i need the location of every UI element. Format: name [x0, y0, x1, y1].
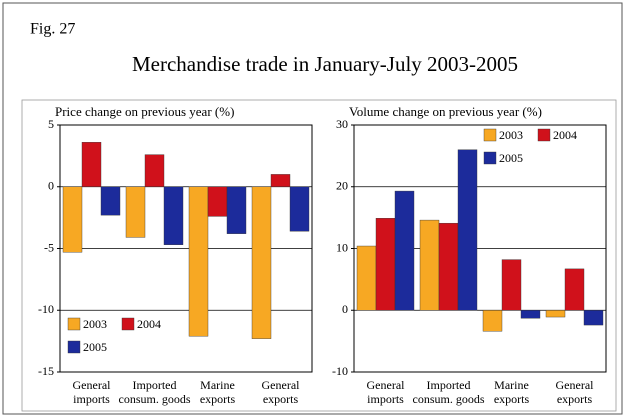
legend-swatch	[67, 317, 81, 331]
bar	[207, 186, 228, 217]
bar	[100, 186, 121, 216]
x-tick-label: consum. goods	[119, 392, 191, 406]
bar	[188, 186, 209, 337]
y-tick-label: 5	[48, 117, 54, 131]
bar	[520, 310, 541, 319]
figure-label: Fig. 27	[30, 21, 75, 38]
bar	[583, 310, 604, 326]
legend-label: 2005	[499, 151, 523, 165]
x-tick-label: exports	[200, 392, 236, 406]
legend-swatch	[121, 317, 135, 331]
x-tick-label: exports	[494, 392, 530, 406]
legend-swatch	[537, 128, 551, 142]
bar	[270, 174, 291, 187]
bar	[144, 154, 165, 187]
legend-label: 2003	[83, 317, 107, 331]
y-tick-label: 30	[336, 117, 348, 131]
bar	[375, 218, 396, 311]
y-tick-label: 0	[48, 179, 54, 193]
x-tick-label: Marine	[200, 378, 235, 392]
x-tick-label: Marine	[494, 378, 529, 392]
x-tick-label: General	[556, 378, 595, 392]
y-tick-label: 10	[336, 240, 348, 254]
legend-label: 2004	[137, 317, 161, 331]
bar	[62, 186, 83, 253]
y-axis-label: Price change on previous year (%)	[55, 104, 234, 119]
panel	[21, 99, 617, 412]
legend-swatch	[483, 151, 497, 165]
x-tick-label: imports	[73, 392, 110, 406]
x-tick-label: General	[262, 378, 301, 392]
y-tick-label: 20	[336, 179, 348, 193]
bar	[482, 310, 503, 332]
x-tick-label: consum. goods	[413, 392, 485, 406]
bar	[251, 186, 272, 339]
legend-swatch	[67, 340, 81, 354]
legend-label: 2005	[83, 340, 107, 354]
x-tick-label: General	[367, 378, 406, 392]
x-tick-label: exports	[263, 392, 299, 406]
x-tick-label: Imported	[427, 378, 471, 392]
x-tick-label: exports	[557, 392, 593, 406]
x-tick-label: imports	[367, 392, 404, 406]
x-tick-label: General	[73, 378, 112, 392]
y-axis-label: Volume change on previous year (%)	[349, 104, 542, 119]
y-tick-label: -15	[38, 364, 54, 378]
bar	[163, 186, 184, 245]
bar	[226, 186, 247, 234]
bar	[545, 310, 566, 318]
chart-title: Merchandise trade in January-July 2003-2…	[132, 52, 518, 76]
bar	[438, 222, 459, 311]
bar	[356, 245, 377, 311]
legend-label: 2004	[553, 128, 577, 142]
legend-swatch	[483, 128, 497, 142]
y-tick-label: 0	[342, 302, 348, 316]
bar	[289, 186, 310, 232]
legend-label: 2003	[499, 128, 523, 142]
bar	[81, 142, 102, 187]
bar	[501, 259, 522, 311]
bar	[394, 190, 415, 311]
x-tick-label: Imported	[133, 378, 177, 392]
y-tick-label: -10	[38, 302, 54, 316]
y-tick-label: -5	[44, 240, 54, 254]
y-tick-label: -10	[332, 364, 348, 378]
bar	[419, 219, 440, 311]
bar	[125, 186, 146, 238]
bar	[564, 268, 585, 311]
plot-border	[353, 124, 607, 373]
plot-border	[59, 124, 313, 373]
bar	[457, 149, 478, 311]
